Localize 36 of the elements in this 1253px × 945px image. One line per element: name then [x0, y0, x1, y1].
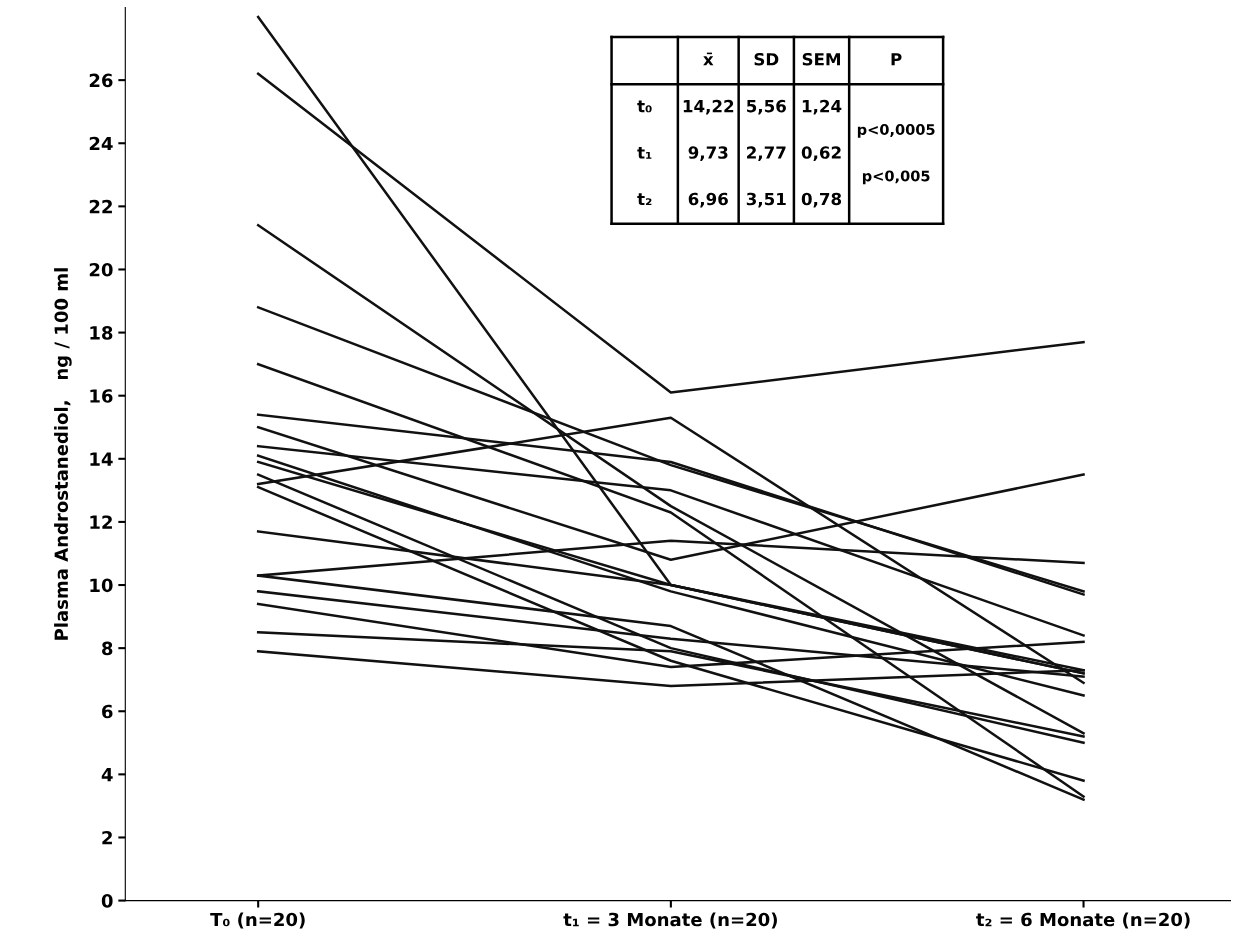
x-tick-label: t₂ = 6 Monate (n=20) [976, 912, 1190, 929]
y-tick-label: 26 [89, 73, 113, 88]
y-tick-label: 20 [89, 262, 113, 277]
y-tick-label: 12 [90, 515, 112, 529]
y-tick-label: 2 [102, 830, 112, 845]
annotation: SEM [802, 52, 840, 66]
annotation: p<0,005 [862, 170, 930, 185]
annotation: 5,56 [747, 99, 786, 115]
y-tick-label: 8 [102, 641, 113, 656]
annotation: t₁ [637, 146, 652, 159]
annotation: SD [754, 52, 779, 66]
y-tick-label: 18 [90, 326, 113, 340]
annotation: 9,73 [688, 146, 728, 161]
y-tick-label: 24 [89, 136, 113, 151]
annotation: p<0,0005 [857, 124, 935, 138]
y-tick-label: 16 [90, 389, 113, 403]
y-tick-label: 10 [90, 578, 113, 593]
annotation: 3,51 [746, 192, 786, 208]
y-tick-label: 14 [90, 452, 113, 466]
annotation: 14,22 [683, 99, 734, 115]
annotation: t₂ [637, 193, 652, 206]
annotation: 6,96 [688, 192, 728, 208]
y-axis-title: Plasma Androstanediol, ng / 100 ml [54, 268, 72, 640]
annotation: 0,78 [801, 192, 842, 208]
x-tick-label: t₁ = 3 Monate (n=20) [563, 912, 777, 929]
annotation: 1,24 [802, 99, 842, 115]
y-tick-label: 0 [101, 894, 113, 908]
annotation: t₀ [637, 100, 652, 113]
annotation: 2,77 [747, 146, 786, 161]
y-tick-label: 22 [89, 199, 112, 214]
y-tick-label: 6 [102, 704, 113, 719]
annotation: P [891, 53, 902, 66]
annotation: x̄ [703, 52, 714, 66]
x-tick-label: T₀ (n=20) [210, 912, 305, 929]
annotation: 0,62 [801, 146, 841, 161]
y-tick-label: 4 [101, 768, 113, 782]
